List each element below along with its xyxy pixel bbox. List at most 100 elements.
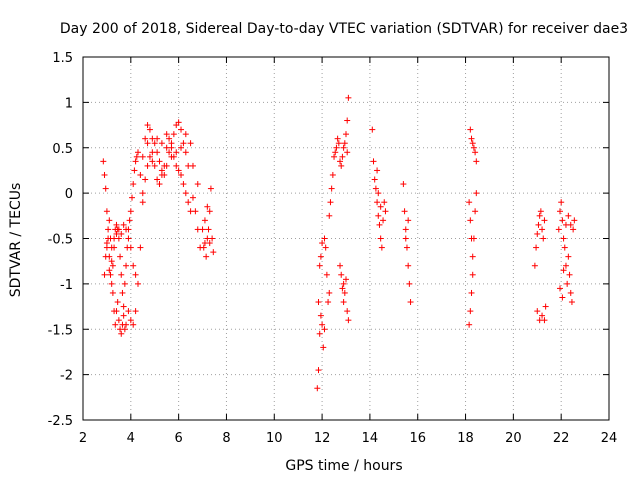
data-point: [315, 299, 322, 306]
data-point: [316, 330, 323, 337]
data-point: [178, 126, 185, 133]
data-point: [337, 262, 344, 269]
data-point: [539, 226, 546, 233]
data-point: [317, 312, 324, 319]
data-point: [166, 149, 173, 156]
data-point: [156, 158, 163, 165]
y-tick-label: -1.5: [48, 323, 73, 338]
data-point: [469, 253, 476, 260]
data-point: [381, 199, 388, 206]
data-point: [189, 194, 196, 201]
data-point: [168, 153, 175, 160]
data-point: [185, 199, 192, 206]
data-point: [343, 131, 349, 138]
data-point: [400, 181, 407, 188]
data-point: [466, 321, 473, 328]
data-point: [560, 235, 567, 242]
data-point: [180, 140, 187, 147]
data-point: [536, 212, 543, 219]
data-point: [540, 235, 547, 242]
data-point: [130, 181, 137, 188]
data-point: [558, 199, 565, 206]
data-point: [334, 135, 341, 142]
data-point: [144, 122, 151, 129]
data-point: [205, 226, 212, 233]
data-point: [467, 217, 474, 224]
data-point: [123, 262, 130, 269]
data-point: [161, 162, 168, 169]
data-point: [565, 212, 572, 219]
axis-ticks: 2 4 6 8 10 12 14 16 18 20 22 241.510.50-0.5-1-1.5-2…: [48, 51, 618, 446]
data-point: [134, 280, 141, 287]
x-tick-label: 6: [174, 431, 182, 446]
grid-lines: [83, 57, 609, 420]
data-point: [114, 299, 121, 306]
x-tick-label: 12: [314, 431, 331, 446]
data-point: [113, 308, 120, 315]
x-tick-label: 22: [553, 431, 570, 446]
data-point: [103, 208, 110, 215]
data-point: [377, 203, 384, 210]
data-point: [321, 235, 328, 242]
data-point: [555, 226, 562, 233]
data-point: [317, 253, 324, 260]
data-point: [133, 153, 140, 160]
data-point: [115, 317, 122, 324]
data-point: [470, 235, 477, 242]
x-axis-label: GPS time / hours: [285, 458, 402, 474]
data-point: [380, 217, 387, 224]
data-point: [113, 221, 120, 228]
data-point: [339, 153, 346, 160]
data-point: [158, 140, 165, 147]
data-point: [468, 289, 475, 296]
data-point: [106, 217, 113, 224]
y-tick-label: 1: [65, 96, 73, 111]
y-tick-label: 1.5: [52, 51, 73, 66]
data-point: [319, 321, 326, 328]
y-tick-label: -2: [60, 369, 73, 384]
data-point: [371, 176, 378, 183]
data-point: [144, 162, 151, 169]
data-point: [533, 244, 540, 251]
data-point: [328, 185, 335, 192]
data-point: [537, 208, 544, 215]
x-tick-label: 4: [127, 431, 135, 446]
x-tick-label: 8: [222, 431, 230, 446]
data-point: [473, 158, 480, 165]
data-point: [106, 267, 113, 274]
data-point: [139, 190, 146, 197]
data-point: [170, 131, 177, 138]
x-tick-label: 18: [457, 431, 474, 446]
data-point: [203, 253, 210, 260]
data-point: [467, 126, 474, 133]
data-point: [472, 208, 479, 215]
data-point: [182, 190, 189, 197]
data-point: [132, 308, 139, 315]
data-point: [130, 321, 137, 328]
data-point: [542, 303, 549, 310]
data-point: [534, 308, 541, 315]
data-point: [531, 262, 538, 269]
data-point: [121, 280, 128, 287]
data-point: [469, 271, 476, 278]
y-axis-label: SDTVAR / TECUs: [8, 183, 24, 298]
data-point: [535, 221, 542, 228]
data-point: [564, 280, 571, 287]
data-point: [137, 171, 144, 178]
data-point: [206, 240, 213, 247]
data-point: [118, 230, 125, 237]
data-point: [101, 171, 108, 178]
data-point: [204, 203, 211, 210]
data-point: [139, 153, 146, 160]
data-point: [166, 135, 173, 142]
data-point: [341, 289, 348, 296]
data-point: [120, 221, 127, 228]
data-point: [117, 253, 124, 260]
data-point: [321, 326, 328, 333]
data-point: [469, 140, 476, 147]
x-tick-label: 24: [601, 431, 618, 446]
data-point: [173, 149, 180, 156]
data-point: [199, 226, 206, 233]
data-point: [405, 262, 412, 269]
data-point: [123, 321, 130, 328]
